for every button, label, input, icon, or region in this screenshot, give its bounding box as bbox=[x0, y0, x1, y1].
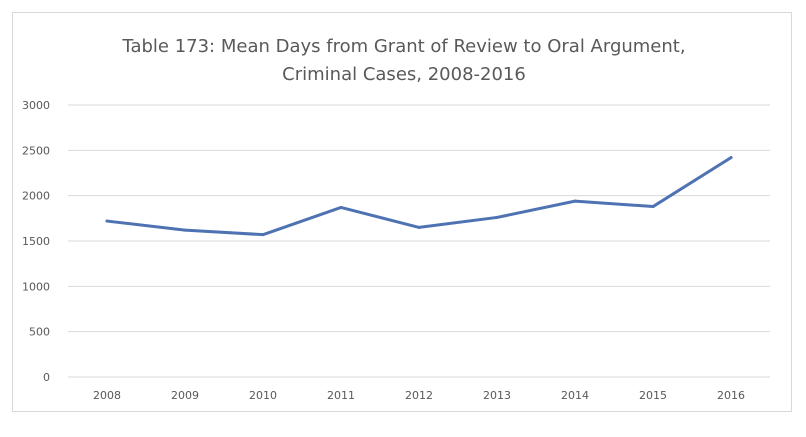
x-axis-ticks: 2008 2009 2010 2011 2012 2013 2014 2015 2016 bbox=[93, 389, 745, 402]
y-axis-ticks: 0 500 1000 1500 2000 2500 3000 bbox=[22, 99, 50, 384]
data-point bbox=[729, 156, 733, 160]
data-point bbox=[573, 199, 577, 203]
data-point bbox=[417, 225, 421, 229]
x-tick-label: 2009 bbox=[171, 389, 199, 402]
y-tick-label: 2000 bbox=[22, 190, 50, 203]
x-tick-label: 2008 bbox=[93, 389, 121, 402]
x-tick-label: 2013 bbox=[483, 389, 511, 402]
x-tick-label: 2012 bbox=[405, 389, 433, 402]
data-point bbox=[495, 215, 499, 219]
x-tick-label: 2014 bbox=[561, 389, 589, 402]
data-point bbox=[105, 219, 109, 223]
data-point bbox=[651, 205, 655, 209]
y-tick-label: 0 bbox=[43, 371, 50, 384]
series-layer bbox=[105, 156, 733, 237]
y-tick-label: 1500 bbox=[22, 235, 50, 248]
data-point bbox=[261, 233, 265, 237]
chart-title-line-2: Criminal Cases, 2008-2016 bbox=[282, 64, 526, 85]
chart-frame bbox=[12, 12, 792, 412]
data-point bbox=[183, 228, 187, 232]
y-tick-label: 3000 bbox=[22, 99, 50, 112]
y-tick-label: 2500 bbox=[22, 144, 50, 157]
gridlines bbox=[68, 104, 770, 378]
chart-title-line-1: Table 173: Mean Days from Grant of Revie… bbox=[121, 36, 685, 57]
y-tick-label: 1000 bbox=[22, 280, 50, 293]
x-tick-label: 2016 bbox=[717, 389, 745, 402]
y-tick-label: 500 bbox=[29, 326, 50, 339]
data-point bbox=[339, 205, 343, 209]
x-tick-label: 2010 bbox=[249, 389, 277, 402]
x-tick-label: 2011 bbox=[327, 389, 355, 402]
x-tick-label: 2015 bbox=[639, 389, 667, 402]
